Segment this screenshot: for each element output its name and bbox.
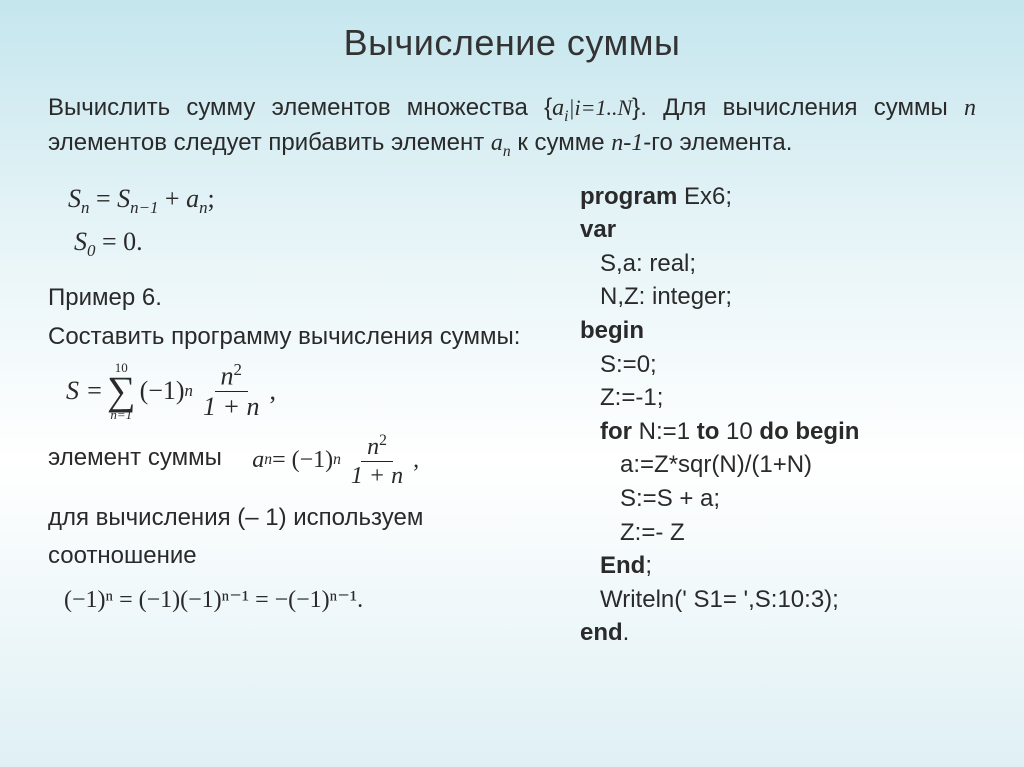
relation-formula: (−1)ⁿ = (−1)(−1)ⁿ⁻¹ = −(−1)ⁿ⁻¹. [64, 585, 532, 614]
relation-text-2: соотношение [48, 540, 532, 572]
intro-paragraph: Вычислить сумму элементов множества {ai|… [48, 92, 976, 162]
relation-text-1: для вычисления (– 1) используем [48, 502, 532, 534]
example-task: Составить программу вычисления суммы: [48, 321, 532, 353]
element-label: элемент суммы [48, 442, 222, 474]
recurrence-formula: Sn = Sn−1 + an; S0 = 0. [68, 178, 532, 264]
example-label: Пример 6. [48, 282, 532, 314]
sum-formula: S = 10 ∑ n=1 (−1)n n2 1 + n , [66, 361, 532, 421]
an-formula: an = (−1)n n2 1 + n , [252, 433, 419, 488]
slide-title: Вычисление суммы [48, 22, 976, 64]
pascal-code: program Ex6; var S,a: real; N,Z: integer… [580, 180, 976, 650]
